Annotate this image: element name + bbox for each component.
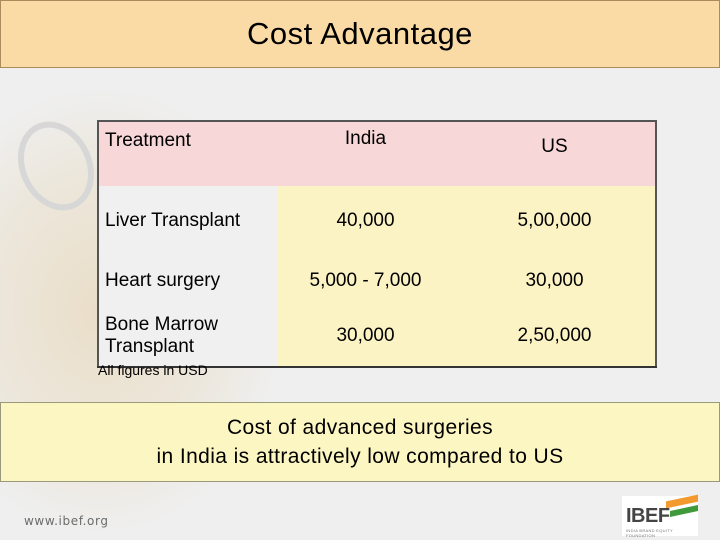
table-row: Bone Marrow Transplant 30,000 2,50,000 xyxy=(97,306,657,368)
us-cost-cell: 5,00,000 xyxy=(454,186,657,256)
page-title: Cost Advantage xyxy=(247,16,473,51)
logo-text: IBEF xyxy=(626,505,670,527)
callout-box: Cost of advanced surgeries in India is a… xyxy=(0,402,720,482)
footer-url: www.ibef.org xyxy=(24,514,109,528)
header-treatment: Treatment xyxy=(97,120,277,186)
us-cost-cell: 2,50,000 xyxy=(454,306,657,368)
header-us: US xyxy=(454,120,657,186)
india-cost-cell: 40,000 xyxy=(277,186,454,256)
table-header-row: Treatment India US xyxy=(97,120,657,186)
ibef-logo: IBEF INDIA BRAND EQUITY FOUNDATION xyxy=(622,494,698,538)
table-row: Liver Transplant 40,000 5,00,000 xyxy=(97,186,657,256)
india-cost-cell: 5,000 - 7,000 xyxy=(277,256,454,306)
logo-tagline: INDIA BRAND EQUITY FOUNDATION xyxy=(626,528,673,538)
us-cost-cell: 30,000 xyxy=(454,256,657,306)
callout-line-2: in India is attractively low compared to… xyxy=(156,445,564,468)
header-india: India xyxy=(277,120,454,186)
treatment-cell: Heart surgery xyxy=(97,256,277,306)
india-cost-cell: 30,000 xyxy=(277,306,454,368)
title-bar: Cost Advantage xyxy=(0,0,720,68)
logo-green-stripe xyxy=(670,505,698,517)
callout-line-1: Cost of advanced surgeries xyxy=(226,416,494,439)
table-row: Heart surgery 5,000 - 7,000 30,000 xyxy=(97,256,657,306)
treatment-cell: Bone Marrow Transplant xyxy=(97,306,277,368)
treatment-cell: Liver Transplant xyxy=(97,186,277,256)
cost-table: Treatment India US Liver Transplant 40,0… xyxy=(97,120,657,368)
figures-note: All figures in USD xyxy=(98,362,208,378)
